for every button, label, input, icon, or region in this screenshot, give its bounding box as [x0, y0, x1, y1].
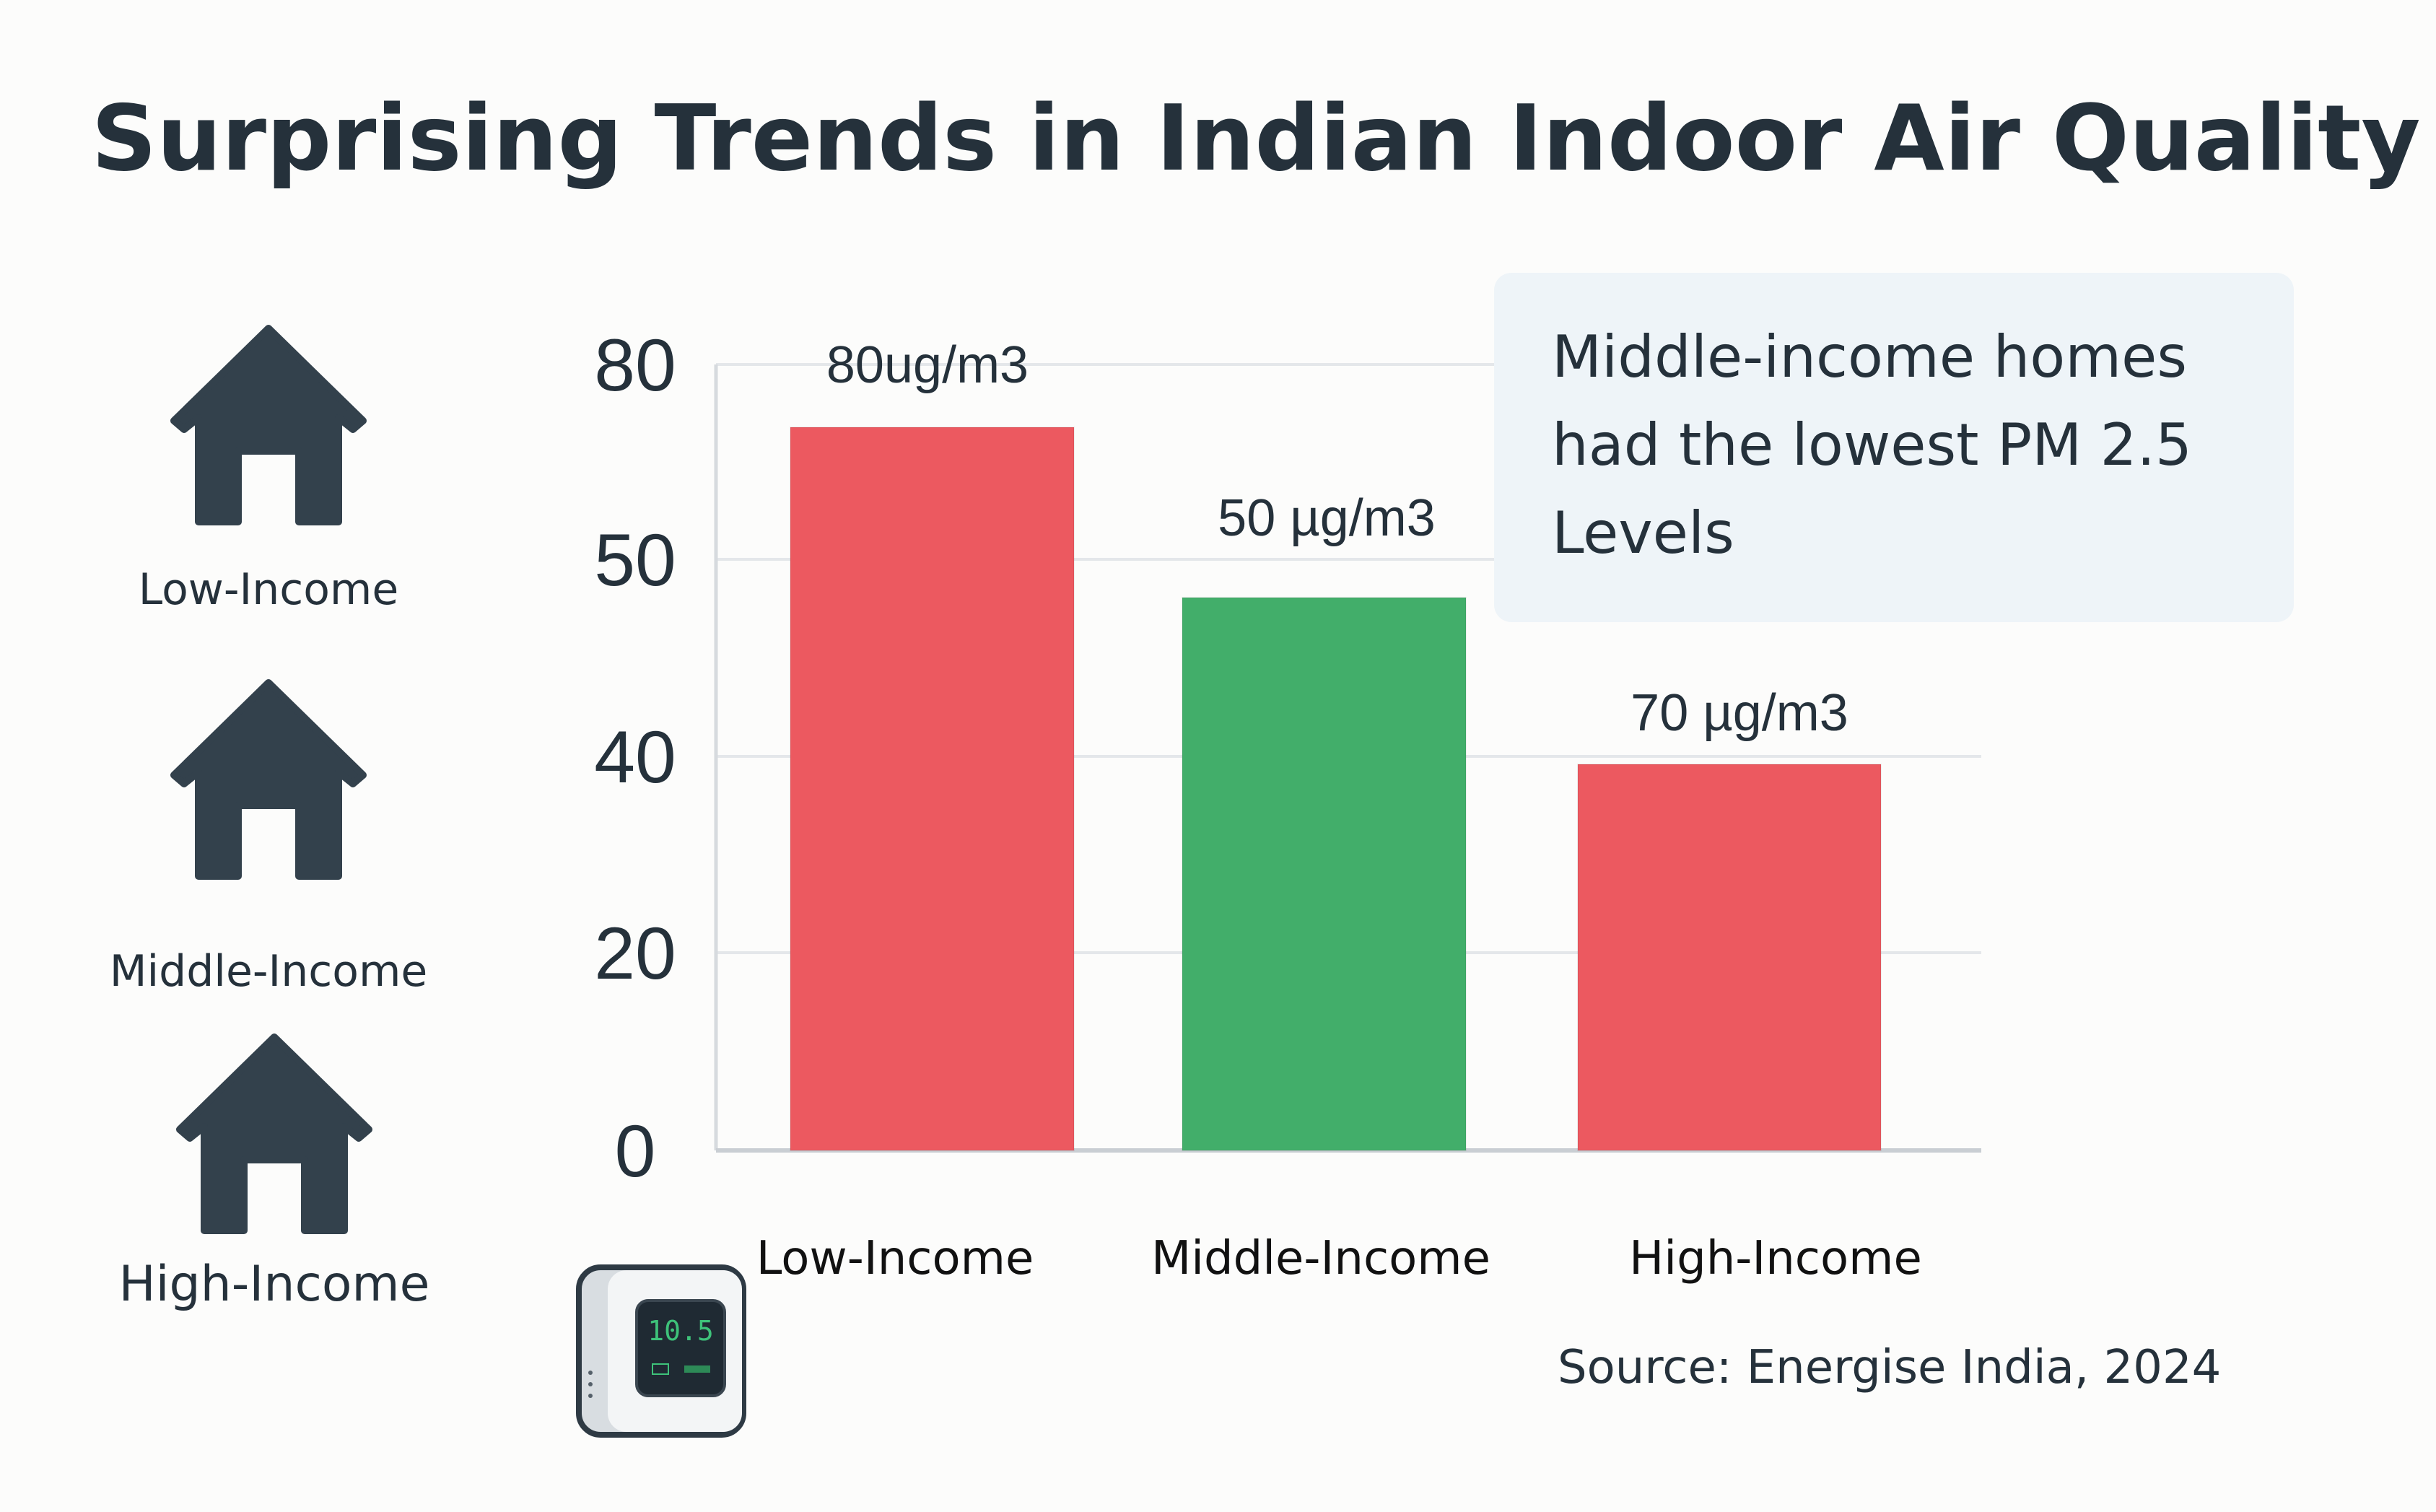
value-labels: 80ug/m3 50 µg/m3 70 µg/m3 — [826, 336, 1848, 742]
y-tick-label: 0 — [615, 1110, 656, 1192]
y-axis-ticks: 0 20 40 50 80 — [594, 324, 676, 1192]
house-label-high-income: High-Income — [118, 1256, 430, 1313]
house-label-middle-income: Middle-Income — [109, 946, 428, 997]
y-tick-label: 50 — [594, 519, 676, 601]
house-low-income: Low-Income — [66, 321, 471, 615]
value-label: 80ug/m3 — [826, 336, 1029, 394]
bars — [790, 427, 1882, 1151]
house-icon — [176, 1034, 372, 1234]
house-icon — [170, 679, 367, 880]
house-middle-income: Middle-Income — [66, 676, 471, 997]
house-high-income: High-Income — [72, 1030, 476, 1313]
bar-middle-income — [1182, 597, 1467, 1151]
house-icon — [170, 325, 367, 525]
bar-high-income — [1577, 764, 1882, 1151]
category-label: Low-Income — [756, 1232, 1034, 1285]
value-label: 50 µg/m3 — [1218, 489, 1436, 547]
callout-text: Middle-income homes had the lowest PM 2.… — [1552, 323, 2192, 567]
sensor-display-value: 10.5 — [647, 1315, 714, 1347]
y-tick-label: 80 — [594, 324, 676, 406]
category-label: Middle-Income — [1151, 1232, 1490, 1285]
category-labels: Low-Income Middle-Income High-Income — [756, 1232, 1922, 1285]
air-quality-monitor-icon: 10.5 — [576, 1264, 749, 1441]
chart-title: Surprising Trends in Indian Indoor Air Q… — [91, 85, 2421, 191]
y-tick-label: 40 — [594, 716, 676, 798]
bar-low-income — [790, 427, 1075, 1151]
source-note: Source: Energise India, 2024 — [1558, 1341, 2222, 1394]
y-tick-label: 20 — [594, 912, 676, 995]
callout-box: Middle-income homes had the lowest PM 2.… — [1494, 273, 2294, 622]
house-label-low-income: Low-Income — [138, 564, 399, 615]
value-label: 70 µg/m3 — [1630, 684, 1848, 742]
category-label: High-Income — [1629, 1232, 1922, 1285]
